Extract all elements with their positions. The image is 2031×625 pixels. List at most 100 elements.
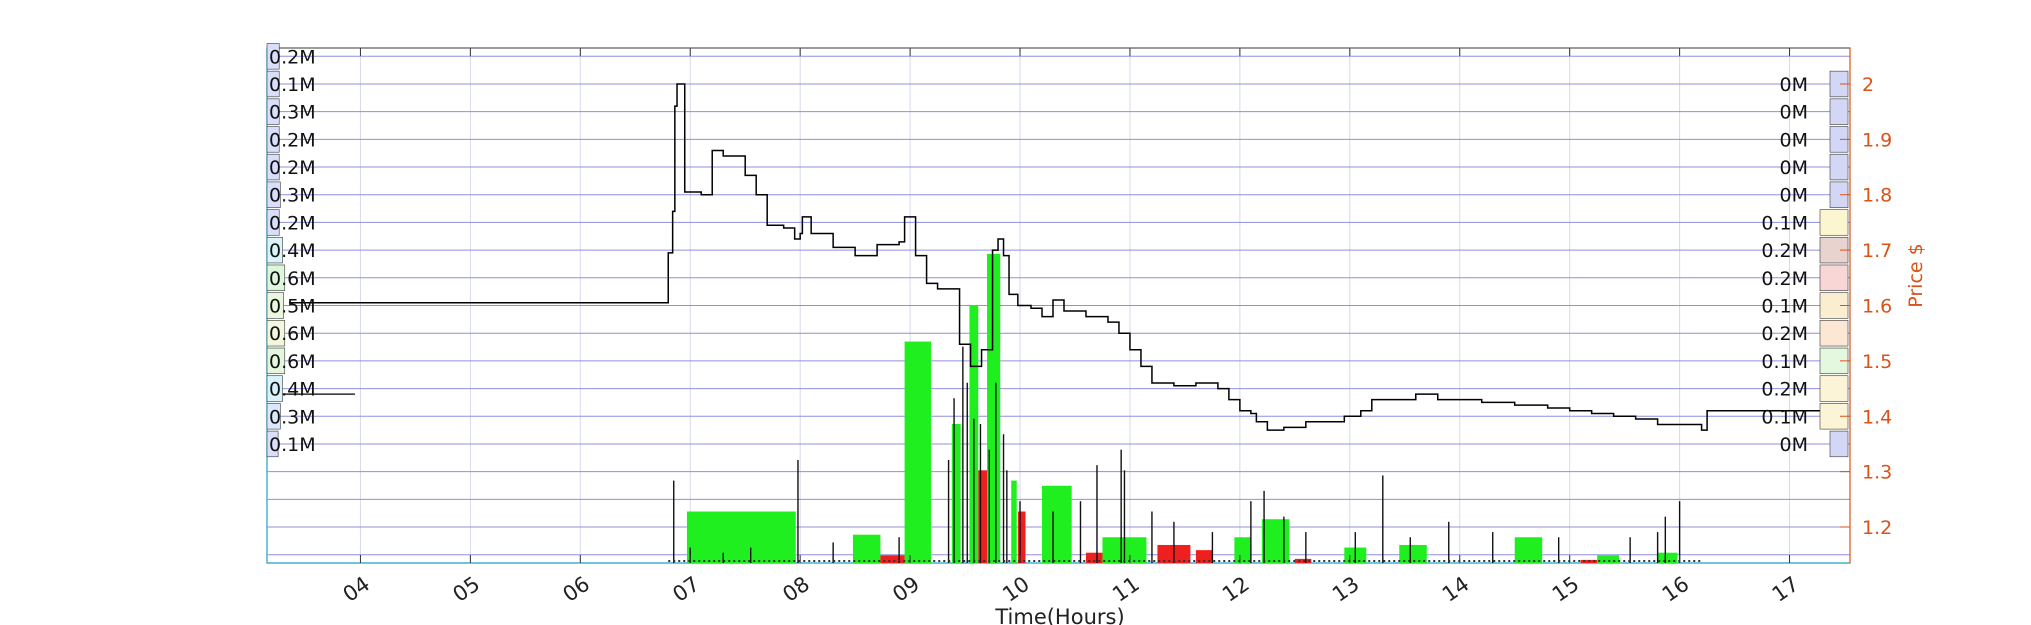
x-tick-label: 08 <box>778 572 814 607</box>
x-tick-label: 13 <box>1328 572 1364 607</box>
buy-volume-bar <box>1657 552 1678 563</box>
left-volume-bar <box>266 236 283 264</box>
buy-volume-bar <box>1514 537 1543 563</box>
right-volume-label: 0.2M <box>1761 379 1808 401</box>
right-volume-bar <box>1819 320 1849 347</box>
x-tick-label: 10 <box>998 572 1034 607</box>
sell-volume-bar <box>1294 558 1312 563</box>
right-volume-bar <box>1829 153 1849 181</box>
right-volume-label: 0M <box>1780 102 1808 124</box>
left-volume-label: 0.6M <box>269 268 316 290</box>
left-volume-label: 0.3M <box>269 406 316 428</box>
right-volume-label: 0.1M <box>1761 212 1808 234</box>
left-volume-bar <box>266 43 280 70</box>
left-volume-bar <box>266 209 280 236</box>
right-y-axis: 2 1.9 1.8 1.7 1.6 1.5 1.4 1.3 1.2 <box>1840 48 1892 563</box>
sell-volume-bar <box>1195 550 1213 563</box>
right-volume-label: 0M <box>1780 129 1808 151</box>
sell-volume-bar <box>1085 552 1103 563</box>
left-volume-label: 0.5M <box>269 296 316 318</box>
left-volume-bar <box>266 98 280 125</box>
buy-volume-bar <box>951 423 961 563</box>
right-y-axis-label: Price $ <box>1905 243 1927 307</box>
y-tick-label: 1.3 <box>1862 462 1892 484</box>
left-volume-bar <box>266 181 281 208</box>
y-tick-label: 1.2 <box>1862 517 1892 539</box>
left-volume-bar <box>266 264 286 291</box>
right-volume-profile: 0M 0M 0M 0M 0M 0.1M 0.2M 0.2M 0.1M 0.2M 0.1M 0.2M 0.… <box>1761 70 1849 458</box>
buy-volume-bar <box>1234 537 1251 563</box>
y-tick-label: 1.4 <box>1862 406 1892 428</box>
right-volume-label: 0.2M <box>1761 268 1808 290</box>
right-volume-label: 0.2M <box>1761 240 1808 262</box>
x-tick-label: 09 <box>888 572 924 607</box>
left-volume-label: 0.6M <box>269 351 316 373</box>
y-tick-label: 2 <box>1862 74 1874 96</box>
sell-volume-bar <box>1017 511 1026 563</box>
x-tick-label: 06 <box>558 572 594 607</box>
buy-volume-bar <box>1011 480 1017 563</box>
left-volume-bar <box>266 70 280 98</box>
x-tick-label: 05 <box>449 572 485 607</box>
right-volume-label: 0M <box>1780 434 1808 456</box>
right-volume-label: 0M <box>1780 185 1808 207</box>
buy-volume-bar <box>1597 555 1620 563</box>
volume-spikes-layer <box>668 346 1702 563</box>
left-volume-label: 0.4M <box>269 379 316 401</box>
left-volume-label: 0.2M <box>269 129 316 151</box>
left-volume-bar <box>266 375 283 402</box>
y-tick-label: 1.5 <box>1862 351 1892 373</box>
left-volume-label: 0.6M <box>269 323 316 345</box>
buy-volume-bar <box>1261 519 1290 563</box>
left-volume-label: 0.3M <box>269 185 316 207</box>
right-volume-label: 0.2M <box>1761 323 1808 345</box>
y-tick-label: 1.9 <box>1862 129 1892 151</box>
right-volume-bar <box>1819 375 1849 402</box>
buy-volume-bar <box>686 511 796 563</box>
right-volume-bar <box>1829 430 1849 458</box>
left-volume-bar <box>266 320 286 347</box>
left-volume-label: 0.1M <box>269 74 316 96</box>
buy-volume-bar <box>1042 485 1072 563</box>
left-volume-label: 0.2M <box>269 157 316 179</box>
left-volume-label: 0.3M <box>269 102 316 124</box>
x-tick-label: 15 <box>1548 572 1584 607</box>
x-axis-label: Time(Hours) <box>994 605 1124 625</box>
left-volume-label: 0.2M <box>269 212 316 234</box>
x-tick-label: 14 <box>1438 572 1474 607</box>
y-tick-label: 1.6 <box>1862 296 1892 318</box>
right-volume-label: 0M <box>1780 74 1808 96</box>
right-volume-bar <box>1819 264 1849 291</box>
right-volume-bar <box>1819 209 1849 236</box>
price-line <box>288 83 1845 431</box>
left-volume-bar <box>266 347 286 375</box>
buy-volume-bar <box>852 534 881 563</box>
sell-volume-bar <box>978 470 988 563</box>
x-tick-label: 04 <box>339 572 375 607</box>
buy-volume-bar <box>987 254 1001 563</box>
x-tick-label: 12 <box>1218 572 1254 607</box>
right-volume-label: 0.1M <box>1761 296 1808 318</box>
x-tick-label: 11 <box>1108 572 1144 607</box>
sell-volume-bar <box>880 555 905 563</box>
left-volume-label: 0.1M <box>269 434 316 456</box>
y-tick-label: 1.7 <box>1862 240 1892 262</box>
left-volume-profile: 0.2M 0.1M 0.3M 0.2M 0.2M 0.3M 0.2M 0.4M 0.6M 0.5M… <box>266 43 316 458</box>
left-volume-label: 0.4M <box>269 240 316 262</box>
x-tick-label: 17 <box>1768 572 1804 607</box>
left-volume-bar <box>266 403 281 430</box>
right-volume-bar <box>1829 98 1849 125</box>
left-volume-bar <box>266 430 279 458</box>
right-volume-label: 0.1M <box>1761 406 1808 428</box>
x-tick-label: 07 <box>668 572 704 607</box>
y-tick-label: 1.8 <box>1862 185 1892 207</box>
x-tick-label: 16 <box>1658 572 1694 607</box>
left-volume-bar <box>266 292 284 319</box>
left-volume-bar <box>266 153 280 181</box>
left-volume-bar <box>266 126 280 153</box>
right-volume-label: 0M <box>1780 157 1808 179</box>
right-volume-label: 0.1M <box>1761 351 1808 373</box>
right-volume-bar <box>1819 347 1849 375</box>
left-volume-label: 0.2M <box>269 46 316 68</box>
buy-volume-bar <box>1399 544 1427 563</box>
